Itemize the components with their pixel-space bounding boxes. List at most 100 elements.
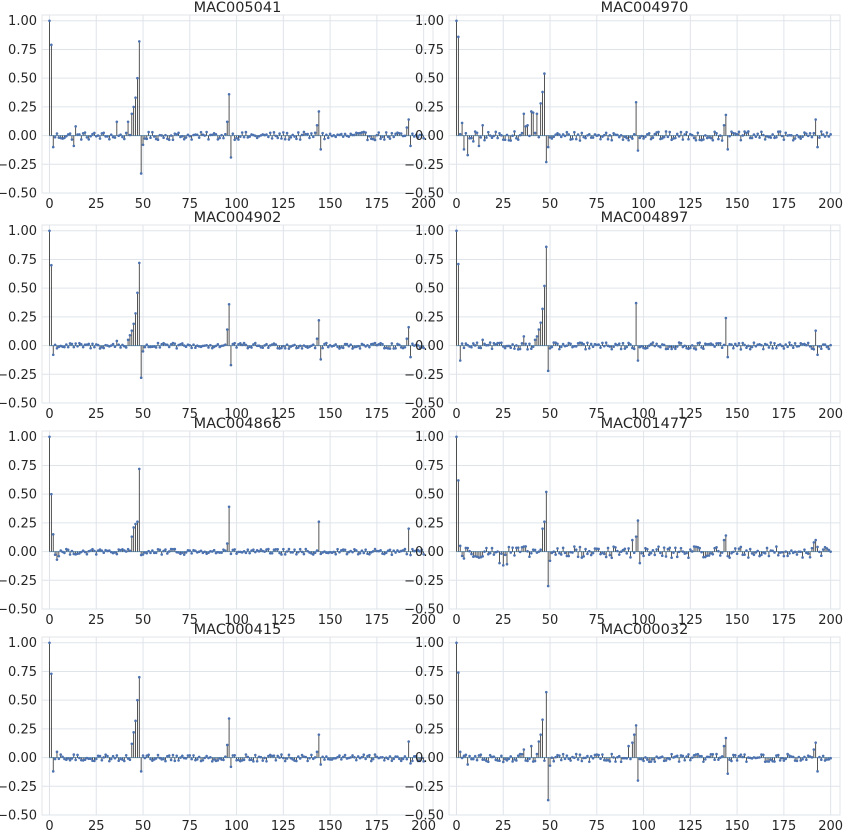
acf-point (48, 641, 51, 645)
acf-point (343, 342, 347, 346)
acf-point (137, 40, 141, 43)
x-tick-label: 50 (542, 613, 559, 628)
acf-point (563, 757, 567, 761)
acf-point (829, 756, 832, 760)
acf-point (483, 550, 486, 553)
acf-point (481, 338, 484, 342)
acf-point (326, 345, 330, 349)
chart-title: MAC005041 (194, 0, 282, 16)
acf-point (364, 757, 367, 761)
acf-point (724, 113, 728, 117)
acf-point (297, 755, 300, 758)
acf-point (239, 135, 242, 138)
acf-point (94, 757, 98, 761)
acf-point (752, 553, 756, 557)
acf-point (136, 698, 139, 702)
acf-point (162, 136, 165, 140)
acf-point (315, 337, 319, 340)
acf-point (199, 130, 203, 134)
x-tick-label: 200 (818, 819, 843, 830)
acf-point (690, 550, 694, 553)
acf-point (218, 551, 222, 554)
acf-point (130, 112, 134, 116)
acf-point (623, 135, 627, 139)
acf-point (53, 757, 57, 761)
acf-point (821, 343, 825, 346)
acf-point (98, 754, 102, 758)
acf-point (537, 550, 541, 553)
y-tick-label: 0.75 (415, 253, 444, 268)
acf-point (528, 757, 531, 761)
y-tick-label: −0.50 (404, 397, 444, 412)
acf-point (212, 548, 216, 552)
acf-point (473, 754, 477, 758)
acf-point (265, 760, 268, 763)
acf-point (503, 346, 507, 350)
acf-point (649, 137, 653, 141)
acf-point (718, 134, 722, 137)
acf-point (591, 136, 595, 139)
acf-point (597, 343, 600, 346)
acf-point (687, 137, 690, 141)
acf-point (640, 134, 643, 138)
acf-point (381, 342, 384, 346)
acf-point (819, 130, 823, 133)
acf-point (139, 376, 143, 380)
acf-point (111, 754, 115, 758)
acf-point (141, 350, 145, 353)
acf-point (795, 553, 799, 556)
acf-point (416, 759, 420, 763)
acf-point (791, 346, 795, 350)
acf-point (83, 131, 87, 134)
acf-point (672, 551, 675, 554)
acf-point (203, 756, 207, 760)
acf-point (248, 135, 251, 138)
acf-point (591, 345, 595, 349)
acf-point (147, 345, 150, 349)
acf-point (293, 343, 296, 347)
x-tick-label: 200 (411, 407, 436, 422)
acf-point (760, 553, 763, 557)
acf-point (253, 753, 257, 757)
acf-point (289, 756, 293, 760)
acf-point (475, 341, 479, 344)
acf-point (782, 554, 786, 558)
x-tick-label: 200 (411, 819, 436, 830)
acf-point (325, 755, 328, 758)
acf-point (184, 345, 188, 349)
acf-point (769, 341, 773, 344)
acf-point (758, 554, 761, 558)
chart-panel-3: 0 25 50 75 100 125 150 175 200 −0.50 −0.25 0.00 0.25… (0, 210, 436, 422)
acf-point (398, 343, 401, 347)
acf-point (610, 752, 614, 756)
acf-point (263, 756, 266, 760)
acf-point (780, 344, 784, 348)
acf-point (468, 754, 471, 758)
acf-point (287, 753, 291, 757)
acf-point (735, 344, 739, 348)
acf-point (257, 550, 261, 553)
acf-point (373, 547, 377, 551)
y-tick-label: 0.75 (415, 665, 444, 680)
acf-point (797, 550, 801, 553)
acf-point (79, 343, 83, 346)
acf-point (401, 549, 405, 552)
acf-point (481, 123, 484, 127)
chart-title: MAC004970 (601, 0, 689, 16)
acf-point (588, 760, 591, 764)
acf-point (250, 758, 253, 762)
x-tick-label: 100 (631, 407, 656, 422)
acf-point (351, 347, 354, 350)
acf-point (282, 131, 285, 134)
acf-point (197, 755, 201, 759)
acf-point (169, 547, 173, 551)
acf-point (137, 467, 141, 471)
acf-point (181, 342, 184, 345)
acf-point (819, 347, 823, 351)
acf-point (104, 135, 107, 138)
acf-point (332, 550, 336, 554)
x-tick-label: 150 (725, 613, 750, 628)
acf-point (614, 546, 617, 549)
acf-point (503, 757, 507, 761)
acf-point (670, 752, 673, 756)
